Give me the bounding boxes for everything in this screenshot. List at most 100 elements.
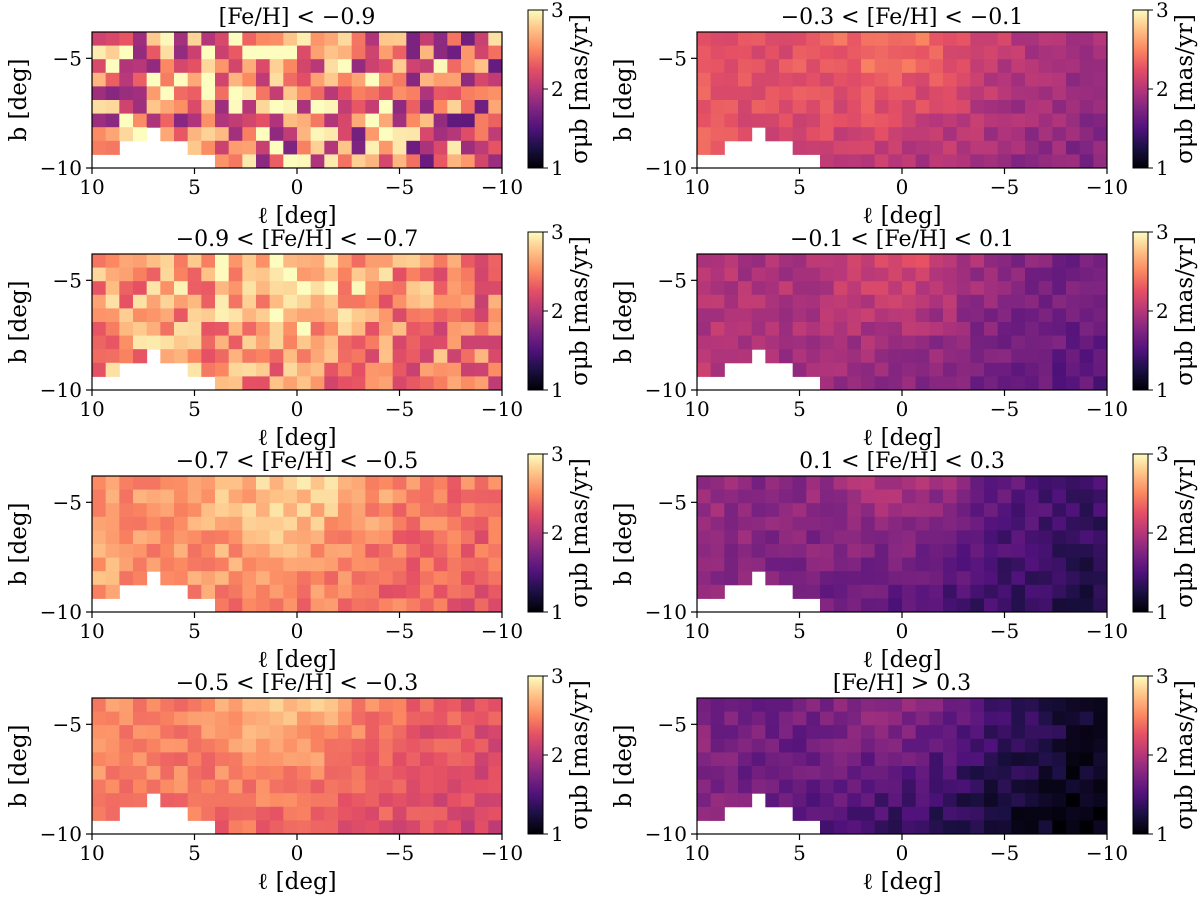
heatmap-cell	[228, 530, 243, 545]
heatmap-cell	[283, 793, 298, 808]
heatmap-cell	[365, 140, 380, 155]
heatmap-cell	[351, 557, 366, 572]
heatmap-cell	[1025, 571, 1040, 586]
heatmap-cell	[379, 530, 394, 545]
heatmap-cell	[943, 738, 958, 753]
colorbar-tick-label: 1	[1156, 600, 1169, 624]
heatmap-cell	[119, 544, 134, 559]
heatmap-cell	[187, 86, 202, 101]
heatmap-cell	[365, 584, 380, 599]
heatmap-cell	[1093, 86, 1108, 101]
heatmap-cell	[474, 100, 489, 115]
heatmap-cell	[956, 113, 971, 128]
heatmap-cell	[847, 45, 862, 60]
heatmap-cell	[833, 698, 848, 713]
heatmap-cell	[915, 294, 930, 309]
heatmap-cell	[833, 530, 848, 545]
heatmap-cell	[392, 335, 407, 350]
heatmap-cell	[488, 779, 503, 794]
heatmap-cell	[915, 584, 930, 599]
heatmap-cell	[160, 557, 175, 572]
heatmap-cell	[820, 294, 835, 309]
heatmap-cell	[1025, 100, 1040, 115]
heatmap-cell	[765, 127, 780, 142]
heatmap-cell	[488, 32, 503, 47]
heatmap-cell	[146, 308, 161, 323]
heatmap-cell	[738, 544, 753, 559]
heatmap-cell	[874, 100, 889, 115]
panel-title: [Fe/H] > 0.3	[833, 671, 971, 696]
heatmap-cell	[447, 127, 462, 142]
heatmap-cell	[461, 598, 476, 613]
heatmap-cell	[806, 779, 821, 794]
heatmap-cell	[324, 113, 339, 128]
heatmap-cell	[738, 335, 753, 350]
heatmap-cell	[984, 489, 999, 504]
heatmap-cell	[256, 571, 271, 586]
heatmap-cell	[997, 254, 1012, 269]
heatmap-cell	[724, 281, 739, 296]
heatmap-cell	[915, 476, 930, 491]
heatmap-cell	[984, 544, 999, 559]
heatmap-cell	[956, 362, 971, 377]
heatmap-cell	[174, 571, 189, 586]
heatmap-cell	[215, 806, 230, 821]
heatmap-cell	[888, 362, 903, 377]
heatmap-cell	[806, 267, 821, 282]
heatmap-cell	[1052, 544, 1067, 559]
heatmap-cell	[1011, 738, 1026, 753]
heatmap-cell	[433, 584, 448, 599]
heatmap-cell	[461, 254, 476, 269]
heatmap-cell	[984, 335, 999, 350]
heatmap-cell	[792, 779, 807, 794]
heatmap-cell	[806, 140, 821, 155]
heatmap-cell	[365, 154, 380, 169]
heatmap-cell	[806, 127, 821, 142]
heatmap-cell	[228, 281, 243, 296]
heatmap-cell	[820, 32, 835, 47]
heatmap-cell	[792, 308, 807, 323]
heatmap-cell	[297, 598, 312, 613]
heatmap-cell	[806, 476, 821, 491]
heatmap-cell	[861, 598, 876, 613]
heatmap-cell	[1093, 59, 1108, 74]
heatmap-cell	[1079, 598, 1094, 613]
heatmap-cell	[433, 376, 448, 391]
heatmap-cell	[242, 154, 257, 169]
x-axis-label: ℓ [deg]	[257, 869, 336, 895]
heatmap-cell	[474, 725, 489, 740]
heatmap-cell	[215, 725, 230, 740]
heatmap-cell	[765, 725, 780, 740]
heatmap-cell	[146, 530, 161, 545]
heatmap-cell	[379, 738, 394, 753]
heatmap-cell	[461, 308, 476, 323]
heatmap-cell	[710, 59, 725, 74]
heatmap-cell	[956, 766, 971, 781]
x-tick-label: 0	[896, 619, 909, 643]
heatmap-cell	[1011, 503, 1026, 518]
heatmap-cell	[956, 584, 971, 599]
heatmap-cell	[474, 335, 489, 350]
heatmap-cell	[1079, 127, 1094, 142]
heatmap-cell	[956, 100, 971, 115]
heatmap-cell	[1093, 489, 1108, 504]
heatmap-cell	[461, 72, 476, 87]
heatmap-cell	[984, 779, 999, 794]
heatmap-cell	[310, 86, 325, 101]
heatmap-cell	[133, 557, 148, 572]
heatmap-cell	[269, 113, 284, 128]
heatmap-cell	[1011, 72, 1026, 87]
heatmap-cell	[474, 267, 489, 282]
heatmap-cell	[792, 530, 807, 545]
heatmap-cell	[861, 32, 876, 47]
heatmap-cell	[1079, 45, 1094, 60]
panel-2: 10 5 0 −5 −10−10−5−0.9 < [Fe/H] < −0.7ℓ [deg…	[6, 220, 593, 451]
heatmap-cell	[902, 793, 917, 808]
heatmap-cell	[474, 294, 489, 309]
heatmap-cell	[92, 140, 107, 155]
heatmap-cell	[105, 530, 120, 545]
heatmap-cell	[1093, 793, 1108, 808]
heatmap-cell	[379, 376, 394, 391]
heatmap-cell	[242, 820, 257, 835]
heatmap-cell	[488, 476, 503, 491]
